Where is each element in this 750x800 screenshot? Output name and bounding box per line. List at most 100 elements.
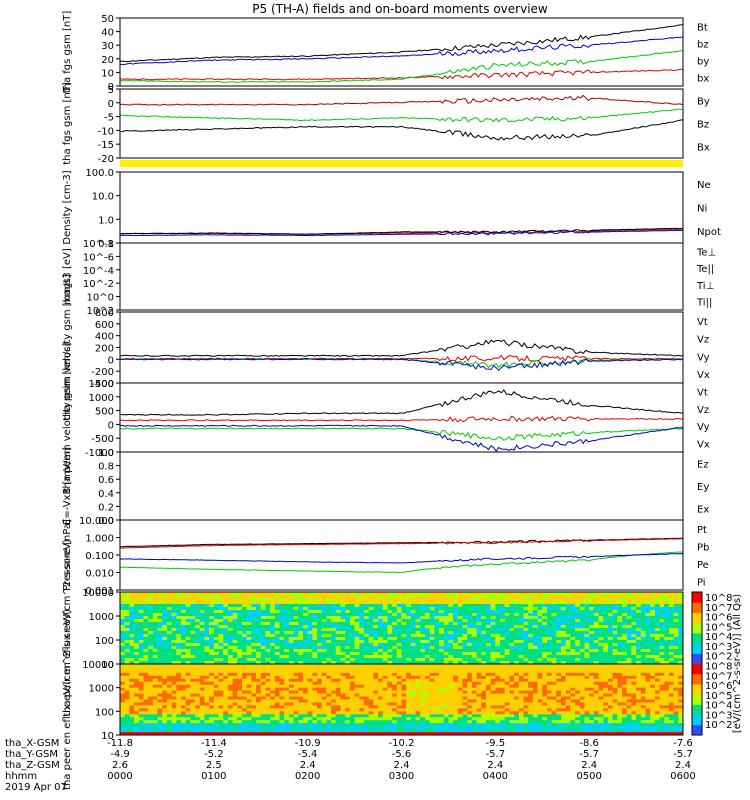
y-tick-label: 10.0 xyxy=(92,192,114,203)
heat-cell xyxy=(204,666,210,671)
heat-cell xyxy=(373,628,379,632)
heat-cell xyxy=(504,622,510,626)
heat-cell xyxy=(589,622,595,626)
heat-cell xyxy=(429,604,435,608)
heat-cell xyxy=(302,702,309,706)
heat-cell xyxy=(457,637,463,641)
heat-cell xyxy=(293,696,299,700)
heat-cell xyxy=(654,643,661,647)
heat-cell xyxy=(575,693,581,698)
heat-cell xyxy=(223,672,229,677)
heat-cell xyxy=(312,661,318,665)
heat-cell xyxy=(622,681,628,686)
heat-cell xyxy=(659,616,665,620)
heat-cell xyxy=(312,610,318,614)
heat-cell xyxy=(631,708,637,712)
heat-cell xyxy=(495,672,501,677)
y-tick-label: -500 xyxy=(91,434,114,445)
heat-cell xyxy=(401,699,407,703)
heat-cell xyxy=(363,702,370,706)
heat-cell xyxy=(434,699,440,703)
heat-cell xyxy=(420,640,426,644)
heat-cell xyxy=(420,619,426,623)
heat-cell xyxy=(274,631,281,635)
heat-cell xyxy=(556,655,562,659)
heat-cell xyxy=(495,708,501,712)
heat-cell xyxy=(120,643,126,647)
heat-cell xyxy=(434,598,440,602)
heat-cell xyxy=(490,675,496,680)
heat-cell xyxy=(645,669,651,674)
heat-cell xyxy=(148,619,154,623)
heat-cell xyxy=(485,690,492,695)
heat-cell xyxy=(542,687,548,692)
heat-cell xyxy=(598,693,604,698)
heat-cell xyxy=(481,649,487,653)
heat-cell xyxy=(561,616,567,620)
heat-cell xyxy=(617,616,623,620)
heat-cell xyxy=(429,684,435,689)
heat-cell xyxy=(668,646,675,650)
heat-cell xyxy=(589,702,595,706)
heat-cell xyxy=(410,705,417,709)
heat-cell xyxy=(537,616,543,620)
heat-cell xyxy=(335,646,342,650)
heat-cell xyxy=(176,699,182,703)
heat-cell xyxy=(368,598,374,602)
heat-cell xyxy=(185,655,191,659)
heat-cell xyxy=(223,678,229,683)
heat-cell xyxy=(246,619,252,623)
heat-cell xyxy=(471,628,478,632)
heat-cell xyxy=(551,684,557,689)
heat-cell xyxy=(331,693,337,698)
heat-cell xyxy=(439,708,445,712)
heat-cell xyxy=(209,637,215,641)
heat-cell xyxy=(148,666,154,671)
heat-cell xyxy=(448,664,454,668)
heat-cell xyxy=(152,684,159,689)
heat-cell xyxy=(453,613,459,617)
heat-cell xyxy=(523,604,529,608)
heat-cell xyxy=(424,619,431,623)
heat-cell xyxy=(532,672,539,677)
heat-cell xyxy=(354,655,360,659)
heat-cell xyxy=(317,666,323,671)
heat-cell xyxy=(485,640,492,644)
heat-cell xyxy=(120,592,126,596)
heat-cell xyxy=(650,625,656,629)
heat-cell xyxy=(166,622,173,626)
heat-cell xyxy=(434,640,440,644)
heat-cell xyxy=(565,681,571,686)
heat-cell xyxy=(603,634,609,638)
heat-cell xyxy=(424,595,431,599)
heat-cell xyxy=(237,664,243,668)
heat-cell xyxy=(331,625,337,629)
heat-cell xyxy=(490,658,496,662)
heat-cell xyxy=(382,664,388,668)
heat-cell xyxy=(579,672,585,677)
heat-cell xyxy=(270,687,276,692)
heat-cell xyxy=(279,631,285,635)
heat-cell xyxy=(551,664,557,668)
heat-cell xyxy=(424,622,431,626)
heat-cell xyxy=(354,693,360,698)
heat-cell xyxy=(429,631,435,635)
heat-cell xyxy=(396,687,402,692)
heat-cell xyxy=(265,678,271,683)
heat-cell xyxy=(274,658,281,662)
heat-cell xyxy=(514,631,520,635)
heat-cell xyxy=(321,658,327,662)
heat-cell xyxy=(260,610,266,614)
heat-cell xyxy=(546,687,553,692)
heat-cell xyxy=(434,684,440,689)
heat-cell xyxy=(251,631,257,635)
heat-cell xyxy=(274,595,281,599)
heat-cell xyxy=(199,634,205,638)
heat-cell xyxy=(434,607,440,611)
heat-cell xyxy=(626,681,632,686)
heat-cell xyxy=(631,649,637,653)
heat-cell xyxy=(176,661,182,665)
heat-cell xyxy=(598,658,604,662)
heat-cell xyxy=(288,646,295,650)
